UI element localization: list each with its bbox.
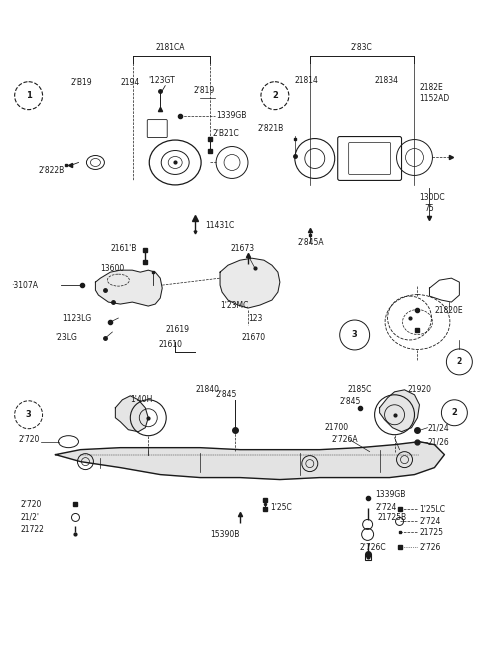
Text: 21814: 21814 (295, 76, 319, 85)
Text: 15390B: 15390B (210, 530, 240, 539)
Text: 2181CA: 2181CA (156, 43, 185, 52)
Text: 21/26: 21/26 (428, 437, 449, 446)
Text: 21610: 21610 (158, 340, 182, 350)
Text: 2'83C: 2'83C (351, 43, 372, 52)
Text: 2194: 2194 (120, 78, 140, 87)
Text: '123GT: '123GT (148, 76, 175, 85)
Text: 21/24: 21/24 (428, 423, 449, 432)
Text: 2'845: 2'845 (215, 390, 237, 399)
Text: 75: 75 (424, 204, 434, 213)
Text: 21820E: 21820E (434, 306, 463, 315)
Text: 11431C: 11431C (205, 221, 234, 230)
Text: '23LG: '23LG (56, 334, 77, 342)
Text: 2'845A: 2'845A (298, 238, 324, 247)
Polygon shape (380, 390, 420, 432)
Text: 2'819: 2'819 (193, 86, 215, 95)
Text: 21722: 21722 (21, 525, 45, 534)
Text: 3: 3 (26, 410, 32, 419)
Text: 2'845: 2'845 (340, 397, 361, 406)
Text: ·3107A: ·3107A (11, 281, 37, 290)
Polygon shape (115, 396, 148, 432)
Text: 1'25LC: 1'25LC (420, 505, 445, 514)
Text: 2: 2 (272, 91, 278, 100)
Text: 1152AD: 1152AD (420, 94, 450, 103)
Text: 13600: 13600 (100, 263, 125, 273)
Text: 123: 123 (248, 313, 263, 323)
Text: 1'25C: 1'25C (270, 503, 292, 512)
Text: 2'720: 2'720 (21, 500, 42, 509)
Text: 2185C: 2185C (348, 385, 372, 394)
Text: 2'724: 2'724 (376, 503, 397, 512)
Polygon shape (220, 258, 280, 308)
Text: 21670: 21670 (242, 334, 266, 342)
Text: 1: 1 (25, 91, 32, 100)
Text: 1'40H: 1'40H (130, 396, 153, 404)
Text: 2161'B: 2161'B (110, 244, 137, 253)
Text: 2'B19: 2'B19 (71, 78, 92, 87)
Text: 21619: 21619 (165, 325, 189, 334)
Polygon shape (56, 442, 444, 480)
Text: 21700: 21700 (325, 423, 349, 432)
Text: 21840: 21840 (195, 385, 219, 394)
Text: 1339GB: 1339GB (216, 111, 246, 120)
Text: 2'726: 2'726 (420, 543, 441, 552)
Text: 2182E: 2182E (420, 83, 443, 92)
Text: 1123LG: 1123LG (62, 313, 92, 323)
Text: 21725: 21725 (420, 528, 444, 537)
Text: 1339GB: 1339GB (376, 490, 406, 499)
Text: 1'23MC: 1'23MC (220, 300, 249, 309)
Text: 2'720: 2'720 (19, 435, 40, 444)
Text: 2'724: 2'724 (420, 517, 441, 526)
Text: 2'B21C: 2'B21C (212, 129, 239, 138)
Text: 2'726C: 2'726C (360, 543, 386, 552)
Text: 21920: 21920 (408, 385, 432, 394)
Text: 3: 3 (352, 330, 358, 340)
Text: 2'822B: 2'822B (38, 166, 65, 175)
Text: 130DC: 130DC (420, 193, 445, 202)
Text: 2: 2 (457, 357, 462, 367)
Text: 21725B: 21725B (378, 513, 407, 522)
Text: 21673: 21673 (230, 244, 254, 253)
Text: 21834: 21834 (374, 76, 398, 85)
Text: 2: 2 (452, 408, 457, 417)
Polygon shape (96, 270, 162, 306)
Text: 21/2': 21/2' (21, 513, 40, 522)
Text: 2'821B: 2'821B (258, 124, 284, 133)
Text: 2'726A: 2'726A (332, 435, 359, 444)
